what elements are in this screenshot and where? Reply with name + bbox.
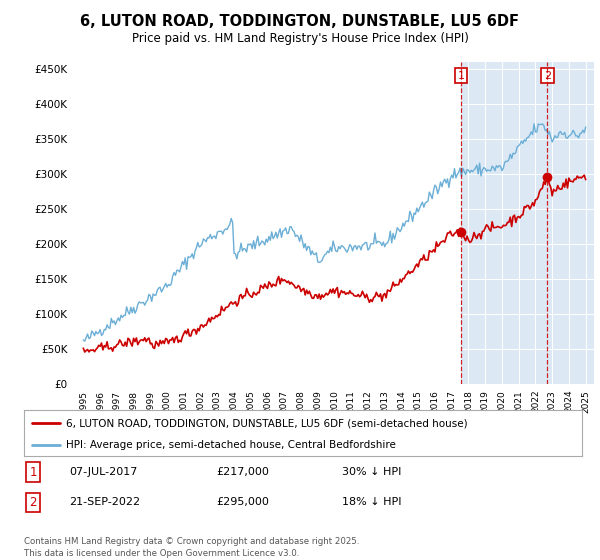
Bar <box>461 62 594 384</box>
Text: Contains HM Land Registry data © Crown copyright and database right 2025.
This d: Contains HM Land Registry data © Crown c… <box>24 537 359 558</box>
Text: £295,000: £295,000 <box>216 497 269 507</box>
Text: 18% ↓ HPI: 18% ↓ HPI <box>342 497 401 507</box>
Text: HPI: Average price, semi-detached house, Central Bedfordshire: HPI: Average price, semi-detached house,… <box>66 440 396 450</box>
Text: £217,000: £217,000 <box>216 467 269 477</box>
Text: Price paid vs. HM Land Registry's House Price Index (HPI): Price paid vs. HM Land Registry's House … <box>131 32 469 45</box>
Text: 1: 1 <box>457 71 464 81</box>
Text: 07-JUL-2017: 07-JUL-2017 <box>69 467 137 477</box>
Text: 6, LUTON ROAD, TODDINGTON, DUNSTABLE, LU5 6DF: 6, LUTON ROAD, TODDINGTON, DUNSTABLE, LU… <box>80 14 520 29</box>
Text: 6, LUTON ROAD, TODDINGTON, DUNSTABLE, LU5 6DF (semi-detached house): 6, LUTON ROAD, TODDINGTON, DUNSTABLE, LU… <box>66 418 467 428</box>
Text: 21-SEP-2022: 21-SEP-2022 <box>69 497 140 507</box>
Text: 2: 2 <box>29 496 37 509</box>
Text: 2: 2 <box>544 71 551 81</box>
Text: 1: 1 <box>29 465 37 479</box>
Text: 30% ↓ HPI: 30% ↓ HPI <box>342 467 401 477</box>
